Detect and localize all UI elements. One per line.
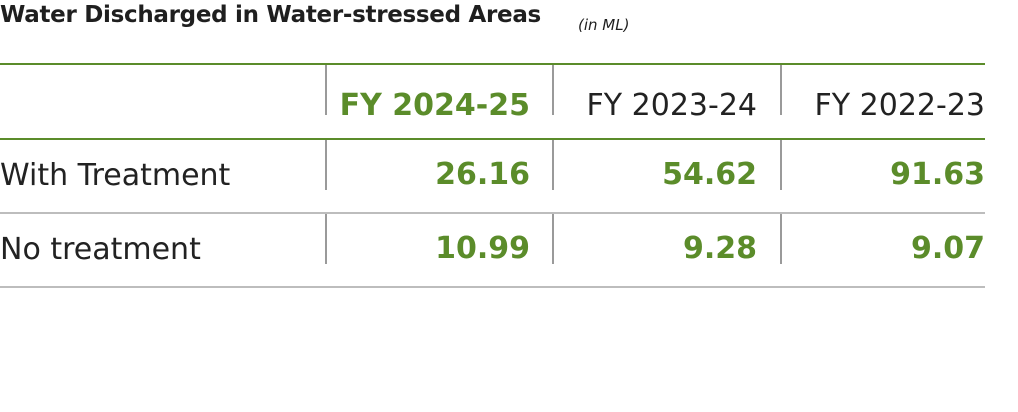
- header-rule: [0, 138, 985, 140]
- column-separator: [325, 140, 327, 190]
- table-cell: 9.28: [682, 231, 757, 266]
- column-separator: [325, 214, 327, 264]
- page-title: Water Discharged in Water-stressed Areas: [0, 2, 541, 28]
- column-separator: [552, 140, 554, 190]
- column-header-fy2022-23: FY 2022-23: [814, 88, 985, 123]
- row-rule: [0, 212, 985, 214]
- table-cell: 91.63: [890, 157, 985, 192]
- unit-label: (in ML): [578, 16, 630, 34]
- column-separator: [780, 65, 782, 115]
- row-label-with-treatment: With Treatment: [0, 158, 231, 193]
- column-separator: [552, 65, 554, 115]
- row-label-no-treatment: No treatment: [0, 232, 201, 267]
- column-separator: [552, 214, 554, 264]
- table-top-rule: [0, 63, 985, 65]
- column-separator: [780, 140, 782, 190]
- table-cell: 54.62: [662, 157, 757, 192]
- column-header-fy2024-25: FY 2024-25: [339, 88, 530, 123]
- column-separator: [325, 65, 327, 115]
- table-cell: 26.16: [435, 157, 530, 192]
- column-separator: [780, 214, 782, 264]
- column-header-fy2023-24: FY 2023-24: [586, 88, 757, 123]
- table-cell: 9.07: [910, 231, 985, 266]
- table-cell: 10.99: [435, 231, 530, 266]
- table-bottom-rule: [0, 286, 985, 288]
